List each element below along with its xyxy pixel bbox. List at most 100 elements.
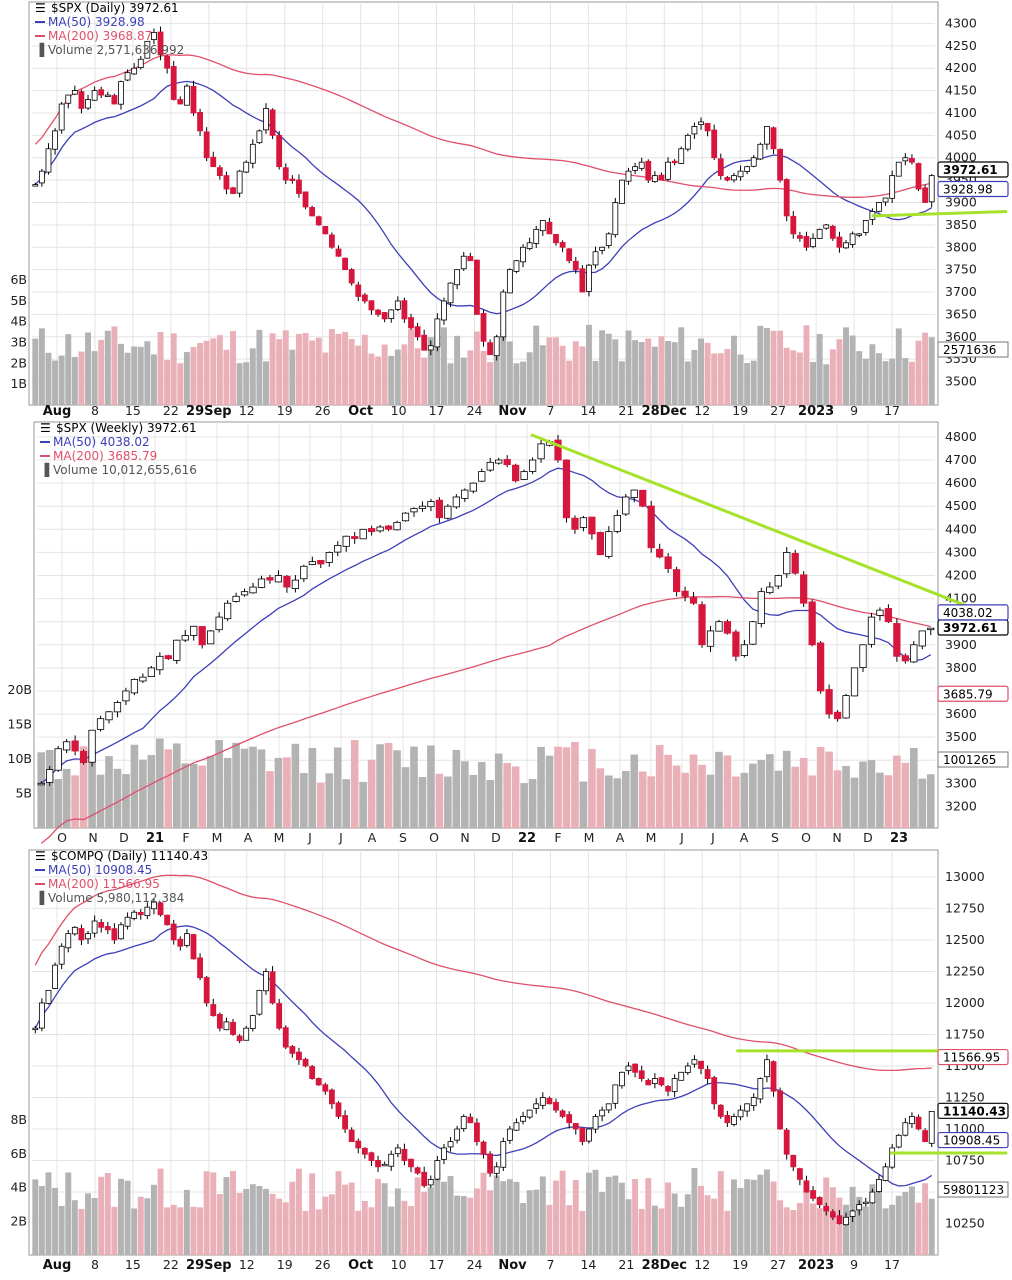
y-tick-label: 3750 xyxy=(945,262,977,277)
candle xyxy=(452,496,460,508)
candle xyxy=(678,1071,685,1081)
volume-bar xyxy=(918,778,927,828)
candle xyxy=(869,1191,876,1204)
volume-bar xyxy=(731,335,737,405)
candle xyxy=(724,1115,731,1124)
volume-bar xyxy=(928,1198,935,1255)
x-tick-label: S xyxy=(399,830,407,845)
x-tick-label: 17 xyxy=(884,1257,900,1272)
volume-bar xyxy=(867,760,876,828)
volume-bar xyxy=(230,331,236,405)
volume-bar xyxy=(922,332,929,405)
volume-bar xyxy=(572,341,579,405)
candle xyxy=(928,1110,935,1144)
candle xyxy=(638,161,645,169)
candle xyxy=(296,1051,302,1061)
volume-bar xyxy=(269,1193,276,1255)
volume-bar xyxy=(632,1179,639,1255)
candle xyxy=(790,1154,797,1168)
volume-bar xyxy=(295,333,302,405)
volume-bar xyxy=(37,752,46,828)
x-tick-label: 12 xyxy=(239,1257,255,1272)
volume-bar xyxy=(711,1198,718,1255)
candle xyxy=(796,1168,803,1180)
volume-bar xyxy=(757,1174,764,1255)
volume-bar xyxy=(672,765,681,828)
volume-bar xyxy=(355,345,362,405)
ma200-line xyxy=(34,54,932,198)
volume-bar xyxy=(236,1193,243,1255)
volume-bar xyxy=(38,328,45,405)
x-tick-label: A xyxy=(368,830,377,845)
candle xyxy=(441,300,447,321)
volume-bar xyxy=(737,354,744,405)
y-tick-label: 12750 xyxy=(945,900,985,915)
candle xyxy=(546,1097,553,1105)
candle xyxy=(554,439,562,461)
volume-bar xyxy=(447,363,454,405)
volume-bar xyxy=(447,1176,454,1255)
candle xyxy=(783,552,791,575)
chart-panel-1: 4300425042004150410040504000395039003850… xyxy=(10,1,1009,419)
volume-bar xyxy=(599,330,606,405)
volume-bar xyxy=(915,340,922,405)
volume-bar xyxy=(651,346,658,405)
volume-bar xyxy=(131,1208,138,1255)
candle xyxy=(223,175,230,190)
volume-bar xyxy=(401,344,408,405)
candle xyxy=(520,246,526,263)
candle xyxy=(493,1166,500,1174)
volume-tick-label: 10B xyxy=(8,751,32,766)
y-tick-label: 4050 xyxy=(945,127,977,142)
candle xyxy=(302,1058,309,1067)
candle xyxy=(612,1084,619,1104)
candle xyxy=(54,748,62,771)
candle xyxy=(173,639,181,661)
volume-bar xyxy=(876,1187,882,1255)
candle xyxy=(487,342,493,356)
candle xyxy=(118,924,124,940)
candlestick-icon: ☰ xyxy=(35,849,46,863)
volume-bar xyxy=(625,1199,632,1255)
y-tick-label: 4100 xyxy=(945,105,977,120)
candle xyxy=(684,1065,691,1073)
candle xyxy=(401,512,410,522)
y-tick-label: 3600 xyxy=(945,706,977,721)
volume-bar xyxy=(869,1184,876,1255)
volume-bar xyxy=(711,353,718,405)
candle xyxy=(414,326,421,338)
volume-bar xyxy=(605,1176,612,1255)
volume-bar xyxy=(533,1189,540,1255)
x-tick-label: 15 xyxy=(125,403,141,418)
candle xyxy=(105,711,113,721)
volume-bar xyxy=(266,771,274,828)
candle xyxy=(744,1103,751,1112)
candle xyxy=(78,91,85,109)
volume-bar xyxy=(613,778,622,828)
volume-bar xyxy=(467,350,474,405)
candle xyxy=(592,1116,599,1130)
volume-bar xyxy=(375,356,382,405)
candle xyxy=(157,31,164,56)
volume-bar xyxy=(513,363,520,405)
candle xyxy=(625,1065,632,1072)
candle xyxy=(45,148,52,173)
volume-bar xyxy=(342,331,349,405)
x-tick-label: 12 xyxy=(239,403,255,418)
candle xyxy=(418,505,427,509)
candle xyxy=(384,525,393,530)
volume-bar xyxy=(440,327,447,405)
candle xyxy=(240,591,249,596)
candle xyxy=(764,125,770,145)
volume-label: Volume 5,980,112,384 xyxy=(48,891,184,905)
y-tick-label: 4150 xyxy=(945,83,977,98)
candle xyxy=(151,901,157,910)
volume-bar xyxy=(910,748,918,828)
candle xyxy=(65,94,72,104)
volume-bar xyxy=(91,351,98,405)
volume-bar xyxy=(257,749,266,828)
candle xyxy=(361,294,368,302)
candle xyxy=(480,1141,487,1155)
volume-bar xyxy=(862,1206,869,1255)
candle xyxy=(915,1116,922,1130)
